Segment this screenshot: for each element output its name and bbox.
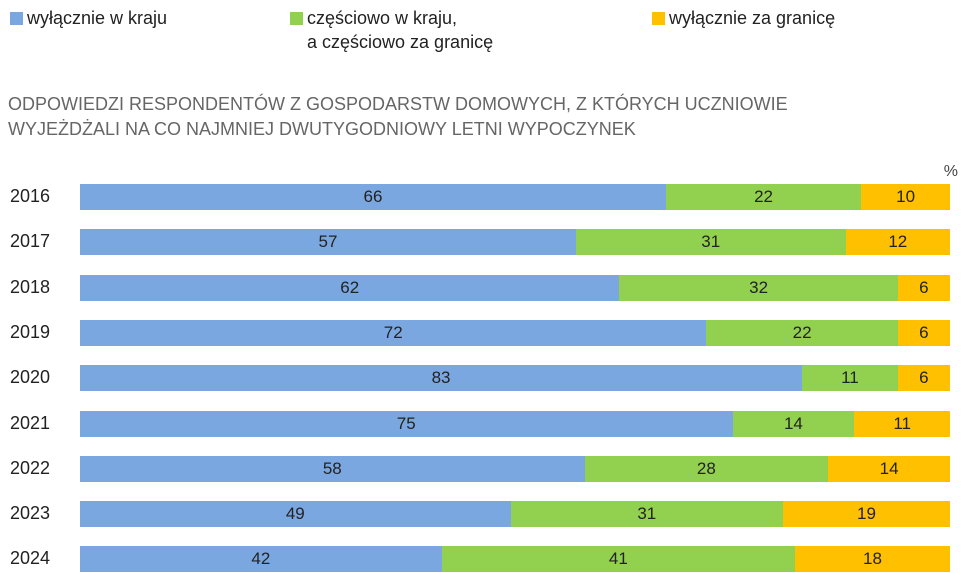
bar-segment: 28: [584, 455, 829, 482]
bar-segment: 31: [510, 501, 784, 528]
legend-swatch: [10, 12, 23, 25]
bar-segment: 11: [854, 410, 950, 437]
bar-segment: 58: [80, 455, 585, 482]
bar-segment: 18: [794, 546, 950, 573]
bar-segment: 49: [80, 501, 511, 528]
bar-segment: 12: [845, 229, 950, 256]
bar-segment: 14: [828, 455, 950, 482]
y-tick-label: 2023: [10, 503, 51, 524]
bar-segment: 32: [619, 274, 898, 301]
bar-segment: 10: [861, 184, 950, 210]
legend-label: częściowo w kraju, a częściowo za granic…: [307, 8, 494, 52]
bar-segment: 57: [80, 229, 576, 256]
y-tick-label: 2022: [10, 457, 51, 478]
bar-segment: 42: [80, 546, 442, 573]
bar-segment: 11: [802, 365, 898, 392]
y-tick-label: 2019: [10, 321, 51, 342]
y-tick-label: 2024: [10, 548, 51, 569]
bar-segment: 72: [80, 319, 707, 346]
bar-segment: 41: [441, 546, 795, 573]
bar-segment: 31: [575, 229, 846, 256]
bar-segment: 75: [80, 410, 733, 437]
bar-segment: 22: [665, 184, 862, 210]
bar-segment: 6: [897, 274, 950, 301]
bar-segment: 62: [80, 274, 620, 301]
legend-swatch: [290, 12, 303, 25]
chart-title: ODPOWIEDZI RESPONDENTÓW Z GOSPODARSTW DO…: [8, 94, 788, 139]
y-tick-label: 2021: [10, 412, 51, 433]
y-tick-label: 2018: [10, 276, 51, 297]
legend-label: wyłącznie w kraju: [27, 8, 168, 28]
bar-segment: 6: [897, 365, 950, 392]
unit-label: %: [943, 163, 958, 180]
y-tick-label: 2017: [10, 231, 51, 252]
legend-label: wyłącznie za granicę: [669, 8, 836, 28]
bar-segment: 14: [732, 410, 855, 437]
legend-swatch: [652, 12, 665, 25]
bar-segment: 19: [783, 501, 950, 528]
y-tick-label: 2020: [10, 367, 51, 388]
bar-segment: 22: [706, 319, 898, 346]
bar-segment: 6: [897, 319, 950, 346]
y-tick-label: 2016: [10, 186, 51, 206]
bar-segment: 83: [80, 365, 803, 392]
bar-segment: 66: [80, 184, 666, 210]
